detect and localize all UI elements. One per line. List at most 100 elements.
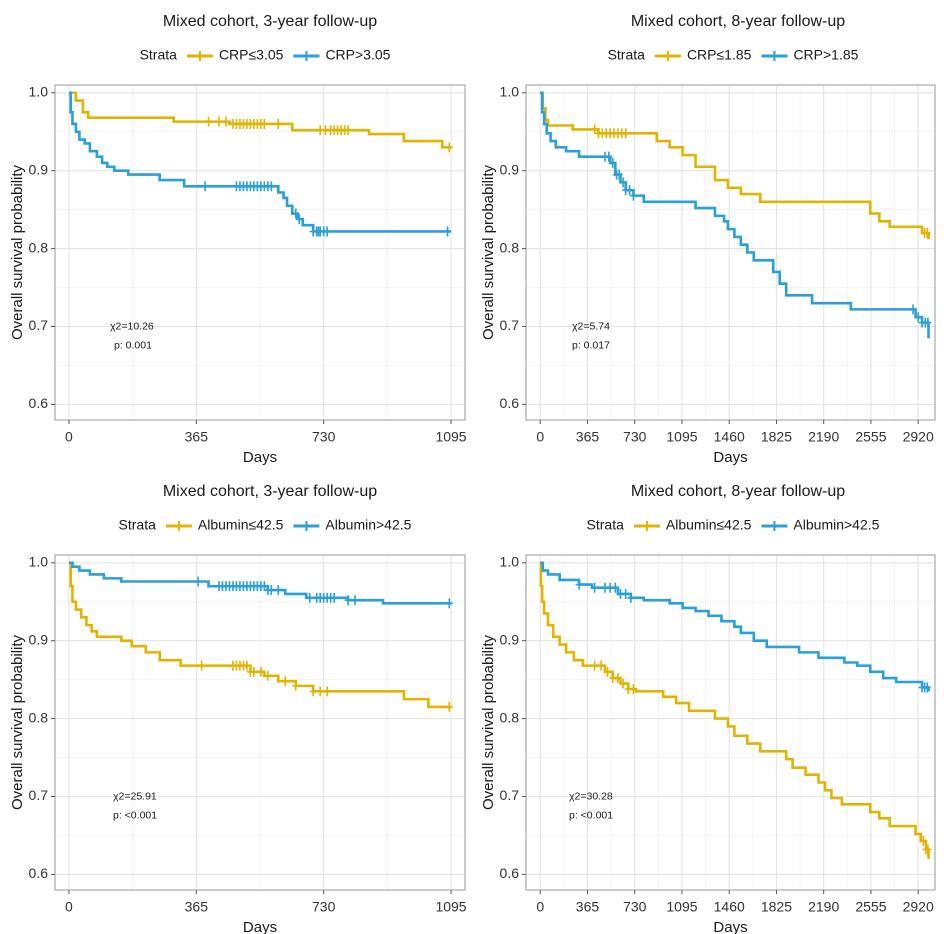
legend-label: Albumin≤42.5 [666, 517, 752, 533]
x-tick-label: 0 [65, 899, 73, 915]
y-tick-label: 0.6 [29, 395, 49, 411]
axes: 0.6 0.7 0.8 0.9 1.0 0 365 730 1095 Days Overall su… [9, 83, 467, 465]
y-tick-label: 0.6 [500, 395, 520, 411]
survival-panel-3: Mixed cohort, 3-year follow-up Strata Albu… [9, 483, 467, 934]
y-tick-label: 0.6 [29, 865, 49, 881]
x-tick-label: 1825 [761, 899, 792, 915]
x-tick-label: 730 [312, 429, 336, 445]
legend-title: Strata [608, 47, 646, 63]
legend-label: Albumin>42.5 [793, 517, 879, 533]
chart-title: Mixed cohort, 8-year follow-up [631, 483, 845, 500]
series-1 [68, 561, 453, 712]
panel-border [525, 554, 936, 891]
x-tick-label: 1460 [714, 429, 745, 445]
legend-key-2 [293, 51, 320, 61]
survival-curve [540, 91, 930, 339]
x-tick-label: 0 [536, 899, 544, 915]
y-tick-label: 0.7 [29, 787, 49, 803]
x-tick-label: 1095 [666, 429, 697, 445]
grid [55, 85, 465, 420]
chi-square-text: χ2=10.26 [110, 320, 154, 332]
x-axis-title: Days [243, 449, 277, 466]
chart-title: Mixed cohort, 3-year follow-up [163, 13, 377, 30]
y-tick-label: 0.9 [29, 631, 49, 647]
legend: Strata CRP≤1.85 CRP>1.85 [608, 47, 859, 63]
legend: Strata Albumin≤42.5 Albumin>42.5 [587, 517, 880, 533]
legend-key-1 [633, 521, 660, 531]
survival-curve [540, 561, 930, 692]
legend-label: CRP≤3.05 [219, 47, 284, 63]
y-tick-label: 0.7 [500, 787, 520, 803]
x-axis-title: Days [713, 919, 747, 934]
panel-border [525, 84, 936, 421]
p-value-text: p: 0.001 [114, 339, 152, 351]
legend-key-2 [293, 521, 320, 531]
x-tick-label: 2555 [855, 429, 886, 445]
legend-key-2 [761, 521, 788, 531]
y-axis-title: Overall survival probability [9, 634, 26, 810]
stats-annotation: χ2=25.91 p: <0.001 [113, 790, 157, 821]
x-tick-label: 365 [576, 429, 600, 445]
legend-title: Strata [119, 517, 157, 533]
stats-annotation: χ2=30.28 p: <0.001 [569, 790, 613, 821]
grid [526, 555, 935, 890]
chart-title: Mixed cohort, 8-year follow-up [631, 13, 845, 30]
x-tick-label: 730 [623, 899, 647, 915]
y-tick-label: 0.8 [500, 239, 520, 255]
legend-label: CRP>1.85 [793, 47, 858, 63]
series-2 [540, 91, 932, 339]
x-tick-label: 2190 [808, 899, 839, 915]
y-tick-label: 1.0 [500, 83, 520, 99]
legend-key-1 [165, 521, 192, 531]
x-tick-label: 365 [576, 899, 600, 915]
legend-title: Strata [140, 47, 178, 63]
series-2 [68, 91, 452, 237]
axes: 0.6 0.7 0.8 0.9 1.0 0 365 730 1095 1460 1825 2190 25… [480, 83, 934, 465]
y-tick-label: 1.0 [29, 553, 49, 569]
survival-panel-4: Mixed cohort, 8-year follow-up Strata Albu… [480, 483, 936, 934]
y-tick-label: 0.9 [500, 631, 520, 647]
y-tick-label: 0.9 [29, 161, 49, 177]
series-1 [540, 91, 931, 240]
x-tick-label: 0 [65, 429, 73, 445]
panel-border [54, 554, 466, 891]
axes: 0.6 0.7 0.8 0.9 1.0 0 365 730 1095 Days Overall su… [9, 553, 467, 934]
p-value-text: p: <0.001 [569, 809, 613, 821]
legend-key-2 [761, 51, 788, 61]
legend-title: Strata [587, 517, 625, 533]
x-tick-label: 1095 [666, 899, 697, 915]
legend-label: CRP≤1.85 [687, 47, 752, 63]
legend-label: Albumin>42.5 [325, 517, 411, 533]
survival-curve [68, 91, 452, 149]
survival-panel-1: Mixed cohort, 3-year follow-up Strata CRP≤… [9, 13, 467, 466]
y-tick-label: 0.6 [500, 865, 520, 881]
y-tick-label: 0.7 [500, 317, 520, 333]
legend: Strata Albumin≤42.5 Albumin>42.5 [119, 517, 412, 533]
chart-title: Mixed cohort, 3-year follow-up [163, 483, 377, 500]
series-1 [68, 91, 453, 153]
x-tick-label: 365 [185, 899, 209, 915]
x-tick-label: 1460 [714, 899, 745, 915]
x-tick-label: 730 [623, 429, 647, 445]
legend-label: CRP>3.05 [325, 47, 390, 63]
chi-square-text: χ2=5.74 [572, 320, 610, 332]
panel-border [54, 84, 466, 421]
y-tick-label: 1.0 [29, 83, 49, 99]
y-tick-label: 0.9 [500, 161, 520, 177]
legend-key-1 [654, 51, 681, 61]
x-tick-label: 1095 [435, 429, 466, 445]
y-tick-label: 0.8 [29, 709, 49, 725]
x-tick-label: 2555 [855, 899, 886, 915]
legend-key-1 [186, 51, 213, 61]
x-tick-label: 2920 [903, 429, 934, 445]
series-2 [68, 561, 453, 609]
x-tick-label: 2190 [808, 429, 839, 445]
y-axis-title: Overall survival probability [480, 164, 497, 340]
axes: 0.6 0.7 0.8 0.9 1.0 0 365 730 1095 1460 1825 2190 25… [480, 553, 934, 934]
stats-annotation: χ2=5.74 p: 0.017 [572, 320, 610, 351]
survival-curve [68, 561, 452, 709]
x-axis-title: Days [713, 449, 747, 466]
chi-square-text: χ2=25.91 [113, 790, 157, 802]
stats-annotation: χ2=10.26 p: 0.001 [110, 320, 154, 351]
x-tick-label: 1825 [761, 429, 792, 445]
